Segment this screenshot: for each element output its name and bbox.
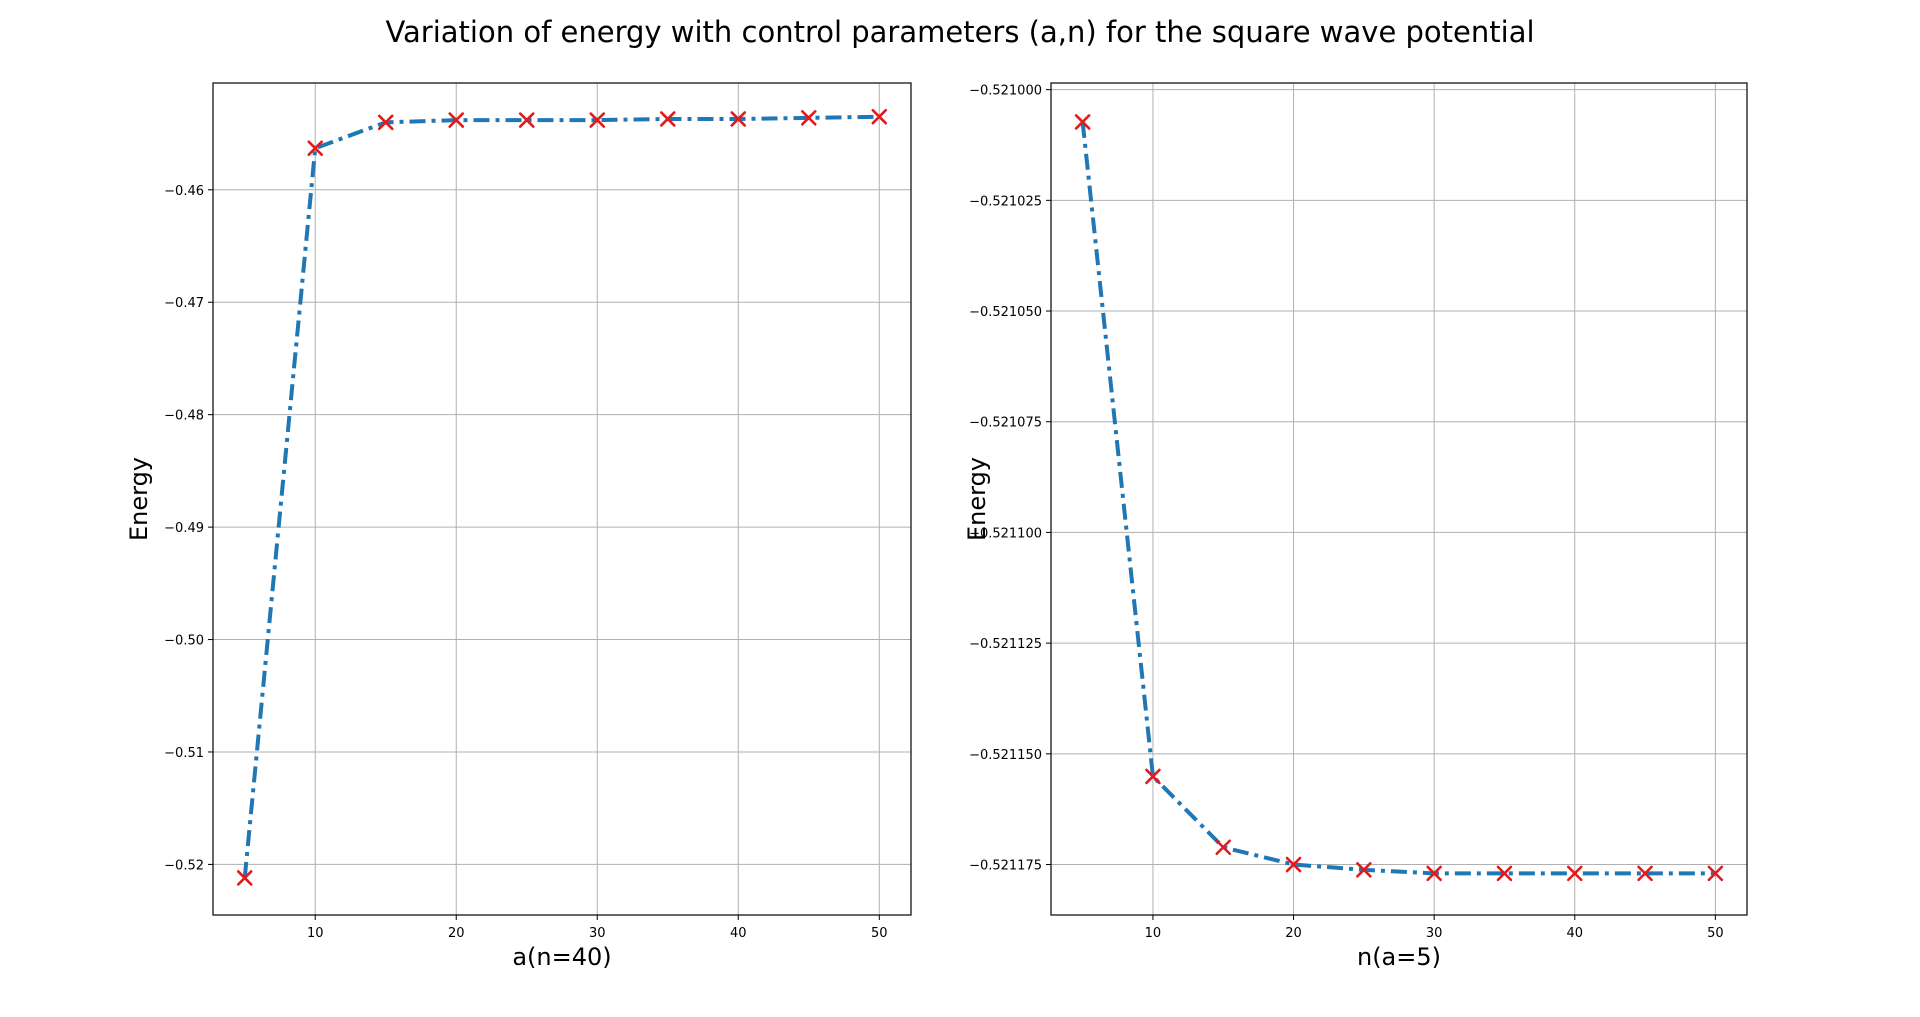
- marker-stroke: [1566, 865, 1583, 882]
- y-tick-label: −0.521050: [969, 305, 1042, 320]
- plot-frame: [1050, 82, 1748, 916]
- data-point-marker: [1074, 114, 1091, 130]
- y-tick-label: −0.521025: [969, 194, 1042, 209]
- marker-stroke: [1145, 768, 1161, 785]
- data-point-marker: [800, 110, 817, 126]
- marker-stroke: [1496, 865, 1513, 882]
- y-tick-label: −0.48: [164, 409, 204, 424]
- data-point-marker: [871, 108, 888, 125]
- marker-stroke: [307, 140, 324, 157]
- y-tick-label: −0.50: [164, 634, 204, 649]
- y-tick-label: −0.521175: [969, 859, 1042, 874]
- marker-stroke: [589, 112, 606, 128]
- data-point-marker: [730, 111, 747, 127]
- x-tick-label: 20: [1285, 926, 1302, 941]
- x-tick-label: 30: [1426, 926, 1443, 941]
- marker-stroke: [871, 108, 888, 125]
- y-tick-label: −0.52: [164, 858, 204, 873]
- data-point-marker: [1215, 839, 1232, 856]
- data-point-marker: [589, 112, 606, 128]
- marker-stroke: [518, 112, 535, 128]
- y-tick-label: −0.49: [164, 521, 204, 536]
- x-tick-label: 50: [871, 926, 888, 941]
- data-point-marker: [1426, 865, 1442, 882]
- data-point-marker: [377, 114, 394, 131]
- data-point-marker: [1566, 865, 1583, 882]
- y-axis-label: Energy: [125, 457, 153, 541]
- data-point-marker: [1356, 862, 1372, 878]
- y-tick-label: −0.46: [164, 184, 204, 199]
- y-tick-label: −0.521075: [969, 416, 1042, 431]
- x-axis-label: a(n=40): [512, 943, 611, 971]
- data-point-marker: [1285, 856, 1302, 873]
- marker-stroke: [448, 112, 465, 128]
- x-tick-label: 50: [1707, 926, 1724, 941]
- marker-stroke: [377, 114, 394, 131]
- data-point-marker: [659, 111, 676, 127]
- y-tick-label: −0.521150: [969, 748, 1042, 763]
- chart-energy-vs-n: 10 20 30 40 50 −0.521000 −0.521025 −0.521050 −0.…: [963, 82, 1748, 971]
- y-tick-label: −0.521125: [969, 637, 1042, 652]
- x-tick-label: 30: [589, 926, 606, 941]
- data-point-marker: [518, 112, 535, 128]
- y-tick-label: −0.521000: [969, 84, 1042, 99]
- data-point-marker: [1496, 865, 1513, 882]
- marker-stroke: [659, 111, 676, 127]
- figure-suptitle: Variation of energy with control paramet…: [385, 15, 1534, 49]
- y-tick-label: −0.521100: [969, 526, 1042, 541]
- marker-stroke: [1707, 865, 1724, 882]
- marker-stroke: [236, 870, 253, 886]
- data-point-marker: [307, 140, 324, 157]
- data-point-marker: [1145, 768, 1161, 785]
- marker-stroke: [1426, 865, 1442, 882]
- data-point-marker: [448, 112, 465, 128]
- data-point-marker: [1707, 865, 1724, 882]
- marker-stroke: [1215, 839, 1232, 856]
- x-tick-label: 40: [730, 926, 747, 941]
- marker-stroke: [1356, 862, 1372, 878]
- marker-stroke: [1285, 856, 1302, 873]
- y-axis-label: Energy: [963, 457, 991, 541]
- data-point-marker: [1637, 865, 1653, 882]
- marker-stroke: [1637, 865, 1653, 882]
- data-point-marker: [236, 870, 253, 886]
- x-tick-label: 40: [1566, 926, 1583, 941]
- marker-stroke: [730, 111, 747, 127]
- marker-stroke: [1074, 114, 1091, 130]
- series-line: [1080, 121, 1716, 876]
- x-tick-label: 10: [1145, 926, 1162, 941]
- plot-frame: [212, 82, 912, 916]
- y-tick-label: −0.51: [164, 746, 204, 761]
- marker-stroke: [800, 110, 817, 126]
- y-tick-label: −0.47: [164, 296, 204, 311]
- series-line: [242, 114, 880, 879]
- x-axis-label: n(a=5): [1357, 943, 1441, 971]
- x-tick-label: 10: [307, 926, 324, 941]
- x-tick-label: 20: [448, 926, 465, 941]
- chart-energy-vs-a: 10 20 30 40 50 −0.52 −0.51 −0.50 −0.49 −0.48 −0.47…: [125, 82, 912, 971]
